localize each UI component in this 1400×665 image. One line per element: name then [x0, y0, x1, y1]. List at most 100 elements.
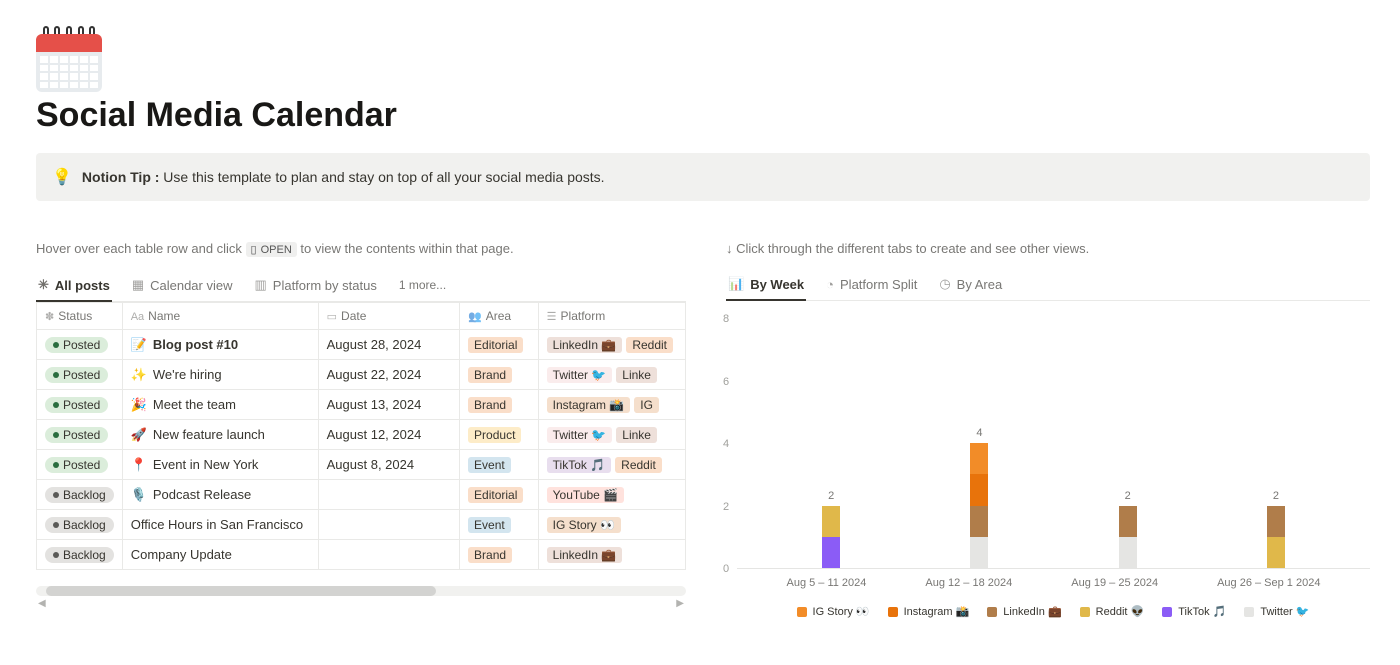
col-date[interactable]: ▭Date: [318, 303, 459, 330]
tab-by-area[interactable]: ◷By Area: [937, 270, 1004, 300]
table-row[interactable]: Posted🚀New feature launchAugust 12, 2024…: [37, 420, 686, 450]
tab-platform-split[interactable]: ◔Platform Split: [824, 271, 919, 300]
area-tag: Brand: [468, 367, 512, 383]
legend-item[interactable]: TikTok 🎵: [1162, 605, 1226, 618]
legend-label: Reddit 👽: [1096, 605, 1145, 618]
row-platforms: YouTube 🎬: [538, 480, 685, 510]
x-axis-label: Aug 12 – 18 2024: [925, 577, 1012, 589]
tab-all-posts[interactable]: ✳All posts: [36, 271, 112, 301]
legend-label: LinkedIn 💼: [1003, 605, 1061, 618]
bar-segment: [1267, 506, 1285, 537]
pie-icon: ◔: [826, 277, 834, 292]
legend-item[interactable]: IG Story 👀: [797, 605, 870, 618]
page-icon[interactable]: [36, 30, 102, 92]
area-tag: Editorial: [468, 337, 523, 353]
col-platform[interactable]: ☰Platform: [538, 303, 685, 330]
bar-segment: [822, 506, 840, 537]
legend-item[interactable]: Twitter 🐦: [1244, 605, 1309, 618]
legend-swatch: [1162, 607, 1172, 617]
platform-tag: YouTube 🎬: [547, 487, 624, 503]
tip-text: Notion Tip : Use this template to plan a…: [82, 169, 605, 185]
row-platforms: Twitter 🐦Linke: [538, 420, 685, 450]
scroll-left-icon: ◀: [38, 598, 46, 609]
legend-swatch: [797, 607, 807, 617]
open-button-example: ▯ OPEN: [246, 242, 297, 257]
table-row[interactable]: BacklogOffice Hours in San FranciscoEven…: [37, 510, 686, 540]
row-platforms: Instagram 📸IG: [538, 390, 685, 420]
tab-platform-by-status[interactable]: ▥Platform by status: [252, 271, 378, 301]
row-emoji-icon: ✨: [131, 367, 147, 383]
tip-callout: 💡 Notion Tip : Use this template to plan…: [36, 153, 1370, 201]
bar-segment: [970, 506, 988, 537]
row-name: 📝Blog post #10: [131, 337, 310, 353]
table-row[interactable]: Posted 📝Blog post #10 August 28, 2024 Edito…: [37, 330, 686, 360]
row-emoji-icon: 📍: [131, 457, 147, 473]
legend-item[interactable]: Instagram 📸: [888, 605, 970, 618]
row-date: [318, 540, 459, 570]
col-area[interactable]: 👥Area: [460, 303, 539, 330]
text-icon: Aa: [131, 311, 144, 323]
legend-swatch: [1080, 607, 1090, 617]
status-badge: Posted: [45, 367, 108, 383]
col-status[interactable]: ✽Status: [37, 303, 123, 330]
bar-segment: [1119, 506, 1137, 537]
tab-by-week[interactable]: 📊By Week: [726, 270, 806, 300]
table-row[interactable]: Posted🎉Meet the teamAugust 13, 2024Brand…: [37, 390, 686, 420]
status-badge: Posted: [45, 457, 108, 473]
bar-group[interactable]: 2: [822, 490, 840, 569]
x-axis: Aug 5 – 11 2024Aug 12 – 18 2024Aug 19 – …: [737, 569, 1370, 589]
area-tag: Event: [468, 457, 511, 473]
row-date: August 22, 2024: [318, 360, 459, 390]
platform-tag: Twitter 🐦: [547, 367, 613, 383]
legend-item[interactable]: LinkedIn 💼: [987, 605, 1061, 618]
scroll-right-icon: ▶: [676, 598, 684, 609]
table-row[interactable]: Posted📍Event in New YorkAugust 8, 2024Ev…: [37, 450, 686, 480]
row-platforms: TikTok 🎵Reddit: [538, 450, 685, 480]
sparkle-icon: ✳: [38, 277, 49, 293]
row-date: August 13, 2024: [318, 390, 459, 420]
table-row[interactable]: Backlog🎙️Podcast ReleaseEditorialYouTube…: [37, 480, 686, 510]
x-axis-label: Aug 19 – 25 2024: [1071, 577, 1158, 589]
by-week-chart: 02468 2422 Aug 5 – 11 2024Aug 12 – 18 20…: [726, 319, 1370, 618]
row-name: 📍Event in New York: [131, 457, 310, 473]
row-date: [318, 510, 459, 540]
table-row[interactable]: Posted ✨We're hiring August 22, 2024 Brand T…: [37, 360, 686, 390]
platform-tag: IG: [634, 397, 659, 413]
date-icon: ▭: [327, 311, 337, 323]
legend-label: TikTok 🎵: [1178, 605, 1226, 618]
area-tag: Brand: [468, 397, 512, 413]
platform-tag: LinkedIn 💼: [547, 547, 623, 563]
row-emoji-icon: 📝: [131, 337, 147, 353]
area-tag: Brand: [468, 547, 512, 563]
legend-item[interactable]: Reddit 👽: [1080, 605, 1145, 618]
clock-icon: ◷: [939, 276, 950, 292]
row-platforms: LinkedIn 💼Reddit: [538, 330, 685, 360]
platform-tag: Linke: [616, 367, 657, 383]
bar-group[interactable]: 2: [1267, 490, 1285, 569]
row-emoji-icon: 🎉: [131, 397, 147, 413]
legend-swatch: [987, 607, 997, 617]
bar-group[interactable]: 4: [970, 427, 988, 568]
left-view-tabs: ✳All posts ▦Calendar view ▥Platform by s…: [36, 271, 686, 302]
bar-total-label: 2: [1273, 490, 1279, 502]
table-row[interactable]: BacklogCompany UpdateBrandLinkedIn 💼: [37, 540, 686, 570]
row-date: August 28, 2024: [318, 330, 459, 360]
tab-calendar-view[interactable]: ▦Calendar view: [130, 271, 235, 301]
row-name: 🚀New feature launch: [131, 427, 310, 443]
status-badge: Posted: [45, 397, 108, 413]
row-name: Company Update: [131, 547, 310, 562]
bar-group[interactable]: 2: [1119, 490, 1137, 569]
right-view-tabs: 📊By Week ◔Platform Split ◷By Area: [726, 270, 1370, 301]
row-name: ✨We're hiring: [131, 367, 310, 383]
status-badge: Posted: [45, 337, 108, 353]
scrollbar-thumb[interactable]: [46, 586, 436, 596]
col-name[interactable]: AaName: [122, 303, 318, 330]
legend-label: IG Story 👀: [813, 605, 870, 618]
horizontal-scrollbar[interactable]: [36, 586, 686, 596]
select-icon: ☰: [547, 311, 557, 323]
tab-more[interactable]: 1 more...: [397, 272, 448, 300]
platform-tag: LinkedIn 💼: [547, 337, 623, 353]
bar-total-label: 2: [1125, 490, 1131, 502]
page-title[interactable]: Social Media Calendar: [36, 96, 1370, 135]
bar-segment: [970, 537, 988, 568]
